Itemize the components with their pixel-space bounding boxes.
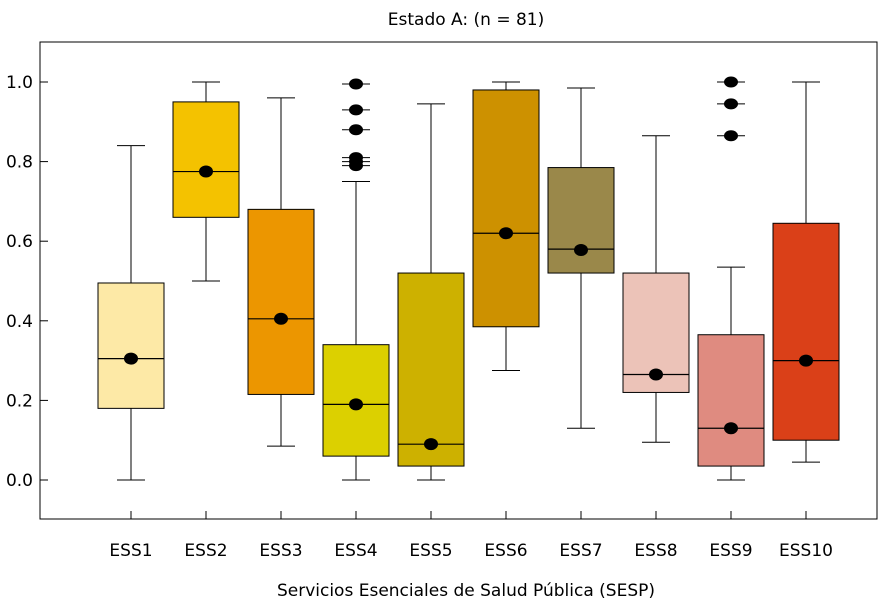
box-ess9 [697,76,765,481]
x-tick-label: ESS10 [779,541,833,561]
box-ess6 [472,81,540,372]
iqr-box [472,89,540,328]
mean-marker [499,227,513,240]
plot-frame [39,41,878,520]
box-series [97,76,840,481]
outlier-point [724,76,738,88]
x-tick-label: ESS6 [484,541,527,561]
box-ess1 [97,145,165,481]
mean-marker [349,398,363,411]
x-axis: ESS1 ESS2 ESS3 ESS4 ESS5 ESS6 ESS7 ESS8 ESS9 ESS1… [109,511,833,561]
iqr-box [697,334,765,467]
box-ess8 [622,135,690,443]
iqr-box [772,222,840,441]
box-ess7 [547,87,615,429]
mean-marker [724,422,738,435]
mean-marker [574,243,588,256]
x-tick-label: ESS7 [559,541,602,561]
y-tick-label: 0.2 [6,391,33,411]
y-tick-label: 0.0 [6,471,33,491]
iqr-box [547,167,615,274]
mean-marker [199,165,213,178]
x-tick-label: ESS8 [634,541,677,561]
chart-title: Estado A: (n = 81) [388,10,544,30]
x-tick-label: ESS3 [259,541,302,561]
mean-marker [799,354,813,367]
x-axis-label: Servicios Esenciales de Salud Pública (S… [277,581,655,601]
y-tick-label: 0.8 [6,153,33,173]
x-tick-label: ESS9 [709,541,752,561]
box-ess4 [322,78,390,481]
y-tick-label: 1.0 [6,73,33,93]
box-ess10 [772,81,840,463]
outlier-point [349,124,363,136]
mean-marker [124,352,138,365]
box-ess3 [247,97,315,447]
outlier-point [349,152,363,164]
iqr-box [172,101,240,218]
outlier-point [349,78,363,90]
outlier-point [724,98,738,110]
x-tick-label: ESS5 [409,541,452,561]
box-ess5 [397,103,465,481]
mean-marker [274,312,288,325]
mean-marker [649,368,663,381]
outlier-point [349,104,363,116]
iqr-box [247,208,315,395]
iqr-box [397,272,465,467]
x-tick-label: ESS1 [109,541,152,561]
outlier-point [724,130,738,142]
y-axis: 0.0 0.2 0.4 0.6 0.8 1.0 [6,73,48,491]
y-tick-label: 0.6 [6,232,33,252]
mean-marker [424,438,438,451]
box-ess2 [172,81,240,282]
y-tick-label: 0.4 [6,312,33,332]
x-tick-label: ESS4 [334,541,377,561]
iqr-box [97,282,165,409]
x-tick-label: ESS2 [184,541,227,561]
